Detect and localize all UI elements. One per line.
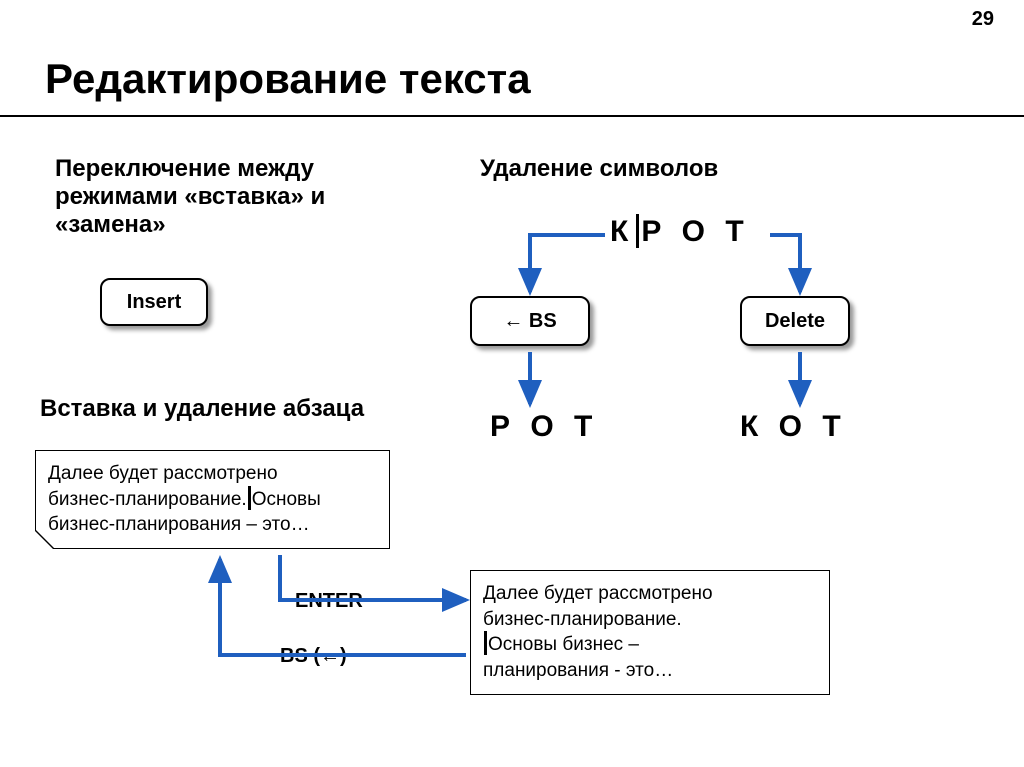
textbox-after-line2: бизнес-планирование. xyxy=(483,607,817,633)
textbox-before: Далее будет рассмотрено бизнес-планирова… xyxy=(35,450,390,549)
textbox-before-l2a: бизнес-планирование. xyxy=(48,489,247,510)
page-title: Редактирование текста xyxy=(45,55,531,103)
word-krot: КР О Т xyxy=(610,215,750,250)
textbox-after: Далее будет рассмотрено бизнес-планирова… xyxy=(470,570,830,695)
label-enter: ENTER xyxy=(295,590,363,613)
textbox-before-l2b: Основы xyxy=(252,489,321,510)
text-cursor-icon xyxy=(484,631,487,655)
key-backspace: ← BS xyxy=(470,296,590,346)
textbox-after-line4: планирования - это… xyxy=(483,658,817,684)
result-kot: К О Т xyxy=(740,410,847,444)
title-rule xyxy=(0,115,1024,117)
page-number: 29 xyxy=(972,8,994,31)
word-part-left: К xyxy=(610,215,634,248)
label-bs: BS (←) xyxy=(280,645,347,668)
text-cursor-icon xyxy=(636,214,639,248)
result-rot: Р О Т xyxy=(490,410,598,444)
heading-paragraph: Вставка и удаление абзаца xyxy=(40,395,364,423)
heading-delete-chars: Удаление символов xyxy=(480,155,718,183)
textbox-after-line1: Далее будет рассмотрено xyxy=(483,581,817,607)
text-cursor-icon xyxy=(248,486,251,510)
textbox-before-line2: бизнес-планирование.Основы xyxy=(48,487,377,513)
word-part-right: Р О Т xyxy=(641,215,749,248)
textbox-before-line3: бизнес-планирования – это… xyxy=(48,512,377,538)
key-insert: Insert xyxy=(100,278,208,326)
key-delete: Delete xyxy=(740,296,850,346)
textbox-after-l3: Основы бизнес – xyxy=(488,634,639,655)
textbox-before-line1: Далее будет рассмотрено xyxy=(48,461,377,487)
textbox-after-line3: Основы бизнес – xyxy=(483,632,817,658)
heading-mode-switch: Переключение между режимами «вставка» и … xyxy=(55,155,385,239)
